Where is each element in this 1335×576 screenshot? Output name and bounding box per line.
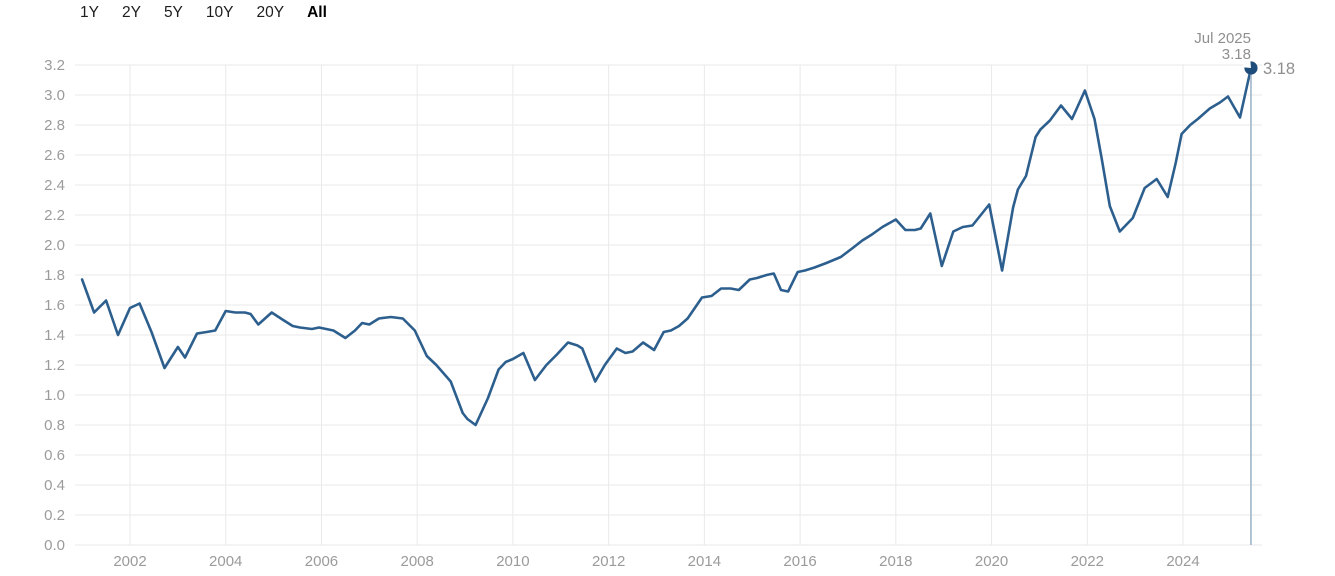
svg-text:1.4: 1.4 xyxy=(44,327,65,344)
price-line xyxy=(80,66,1253,427)
range-option-5y[interactable]: 5Y xyxy=(163,4,183,21)
svg-text:2004: 2004 xyxy=(209,553,242,570)
svg-text:2.0: 2.0 xyxy=(44,237,65,254)
svg-text:2006: 2006 xyxy=(305,553,338,570)
hover-date-label: Jul 2025 xyxy=(1194,30,1251,47)
x-axis-labels: 2002 2004 2006 2008 2010 2012 2014 2016 2018 2020… xyxy=(113,553,1199,570)
svg-text:2.6: 2.6 xyxy=(44,147,65,164)
svg-text:2010: 2010 xyxy=(496,553,529,570)
svg-text:2012: 2012 xyxy=(592,553,625,570)
range-option-all[interactable]: All xyxy=(307,4,327,21)
svg-text:0.2: 0.2 xyxy=(44,507,65,524)
svg-text:2018: 2018 xyxy=(879,553,912,570)
svg-text:1.6: 1.6 xyxy=(44,297,65,314)
range-option-2y[interactable]: 2Y xyxy=(121,4,141,21)
svg-text:2022: 2022 xyxy=(1071,553,1104,570)
range-option-1y[interactable]: 1Y xyxy=(80,4,99,21)
svg-text:3.0: 3.0 xyxy=(44,87,65,104)
svg-text:0.0: 0.0 xyxy=(44,537,65,554)
svg-text:2014: 2014 xyxy=(688,553,721,570)
svg-text:2016: 2016 xyxy=(783,553,816,570)
y-gridlines xyxy=(75,64,1262,546)
svg-text:2024: 2024 xyxy=(1166,553,1199,570)
svg-text:2008: 2008 xyxy=(400,553,433,570)
last-price-label: 3.18 xyxy=(1263,60,1296,78)
range-option-10y[interactable]: 10Y xyxy=(205,4,234,21)
svg-text:1.8: 1.8 xyxy=(44,267,65,284)
svg-text:3.2: 3.2 xyxy=(44,57,65,74)
svg-text:2002: 2002 xyxy=(113,553,146,570)
range-selector: 1Y 2Y 5Y 10Y 20Y All xyxy=(80,3,327,23)
svg-text:2.2: 2.2 xyxy=(44,207,65,224)
svg-text:2020: 2020 xyxy=(975,553,1008,570)
y-axis-labels: 0.0 0.2 0.4 0.6 0.8 1.0 1.2 1.4 1.6 1.8 2.0 2.2 2.4 2… xyxy=(44,57,65,554)
range-option-20y[interactable]: 20Y xyxy=(256,4,285,21)
svg-text:1.2: 1.2 xyxy=(44,357,65,374)
svg-text:2.8: 2.8 xyxy=(44,117,65,134)
marker-notch xyxy=(1242,59,1251,68)
svg-text:0.6: 0.6 xyxy=(44,447,65,464)
last-point-marker xyxy=(1242,59,1258,75)
svg-text:2.4: 2.4 xyxy=(44,177,65,194)
hover-value-label: 3.18 xyxy=(1221,46,1251,63)
svg-text:0.8: 0.8 xyxy=(44,417,65,434)
svg-text:1.0: 1.0 xyxy=(44,387,65,404)
svg-text:0.4: 0.4 xyxy=(44,477,65,494)
x-gridlines xyxy=(129,65,1184,545)
